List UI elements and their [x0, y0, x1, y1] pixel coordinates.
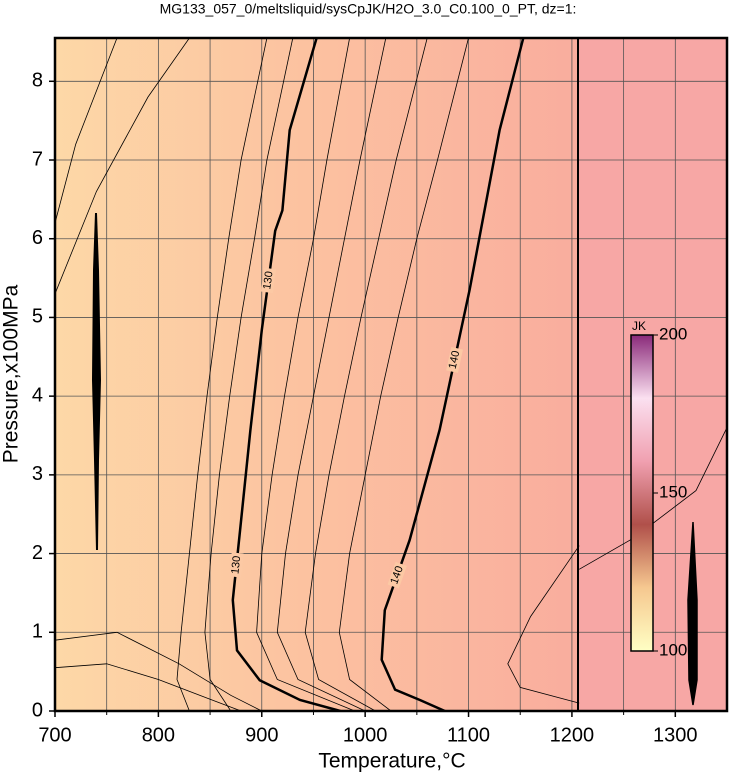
grid [54, 38, 727, 712]
contour-minor [55, 631, 262, 711]
colorbar-tick-label: 200 [659, 324, 687, 343]
contour-label: 140 [388, 565, 405, 586]
colorbar-label: JK [632, 319, 646, 333]
colorbar-tick-label: 100 [659, 640, 687, 659]
x-tick-label: 1200 [550, 724, 595, 746]
contour-label: 130 [261, 271, 275, 291]
y-axis-label: Pressure,x100MPa [0, 284, 23, 463]
contour-minor [507, 545, 580, 704]
contour-label-bg [260, 267, 277, 294]
contour-minor [304, 38, 428, 711]
contour-minor [256, 38, 355, 711]
contour-minor [579, 427, 727, 570]
y-tick-label: 1 [32, 621, 43, 643]
contour-minor [55, 38, 190, 294]
contour-layer: 130 130 140 140 [55, 38, 727, 711]
x-tick-label: 900 [245, 724, 278, 746]
contour-minor [176, 38, 268, 711]
y-tick-label: 2 [32, 542, 43, 564]
x-tick-label: 1100 [447, 724, 490, 746]
y-tick-label: 0 [32, 699, 43, 721]
y-tick-label: 7 [32, 148, 43, 170]
contour-minor [204, 38, 294, 711]
contour-label-bg [229, 552, 244, 578]
contour-label: 140 [447, 350, 463, 370]
contour-minor [55, 38, 118, 224]
x-tick-label: 1300 [653, 724, 698, 746]
y-tick-label: 3 [32, 463, 43, 485]
plot-frame [53, 36, 729, 713]
contour-major [231, 38, 341, 711]
plot-background [55, 38, 578, 711]
x-tick-label: 700 [38, 724, 71, 746]
contour-label-group: 140 [446, 346, 463, 373]
x-tick-label: 1000 [343, 724, 388, 746]
contour-label-bg [446, 346, 463, 373]
contour-minor [276, 38, 387, 711]
y-tick-label: 4 [32, 384, 43, 406]
y-tick-label: 8 [32, 70, 43, 92]
artifact-left [91, 212, 102, 551]
contour-minor [55, 663, 242, 711]
contour-label-group: 130 [229, 552, 244, 578]
contour-label: 130 [229, 555, 243, 574]
artifact-right [687, 521, 698, 706]
contour-label-group: 130 [260, 267, 277, 294]
contour-label-bg [387, 561, 407, 589]
y-tick-label: 5 [32, 306, 43, 328]
x-axis-label: Temperature,°C [318, 750, 465, 773]
x-tick-label: 800 [142, 724, 175, 746]
colorbar-fill [630, 334, 654, 652]
contour-minor [338, 38, 469, 711]
y-tick-label: 6 [32, 227, 43, 249]
contour-label-group: 140 [387, 561, 407, 589]
colorbar-tick-label: 150 [659, 482, 687, 501]
chart-title: MG133_057_0/meltsliquid/sysCpJK/H2O_3.0_… [160, 1, 577, 17]
colorbar: 100 150 200 JK [630, 319, 687, 659]
